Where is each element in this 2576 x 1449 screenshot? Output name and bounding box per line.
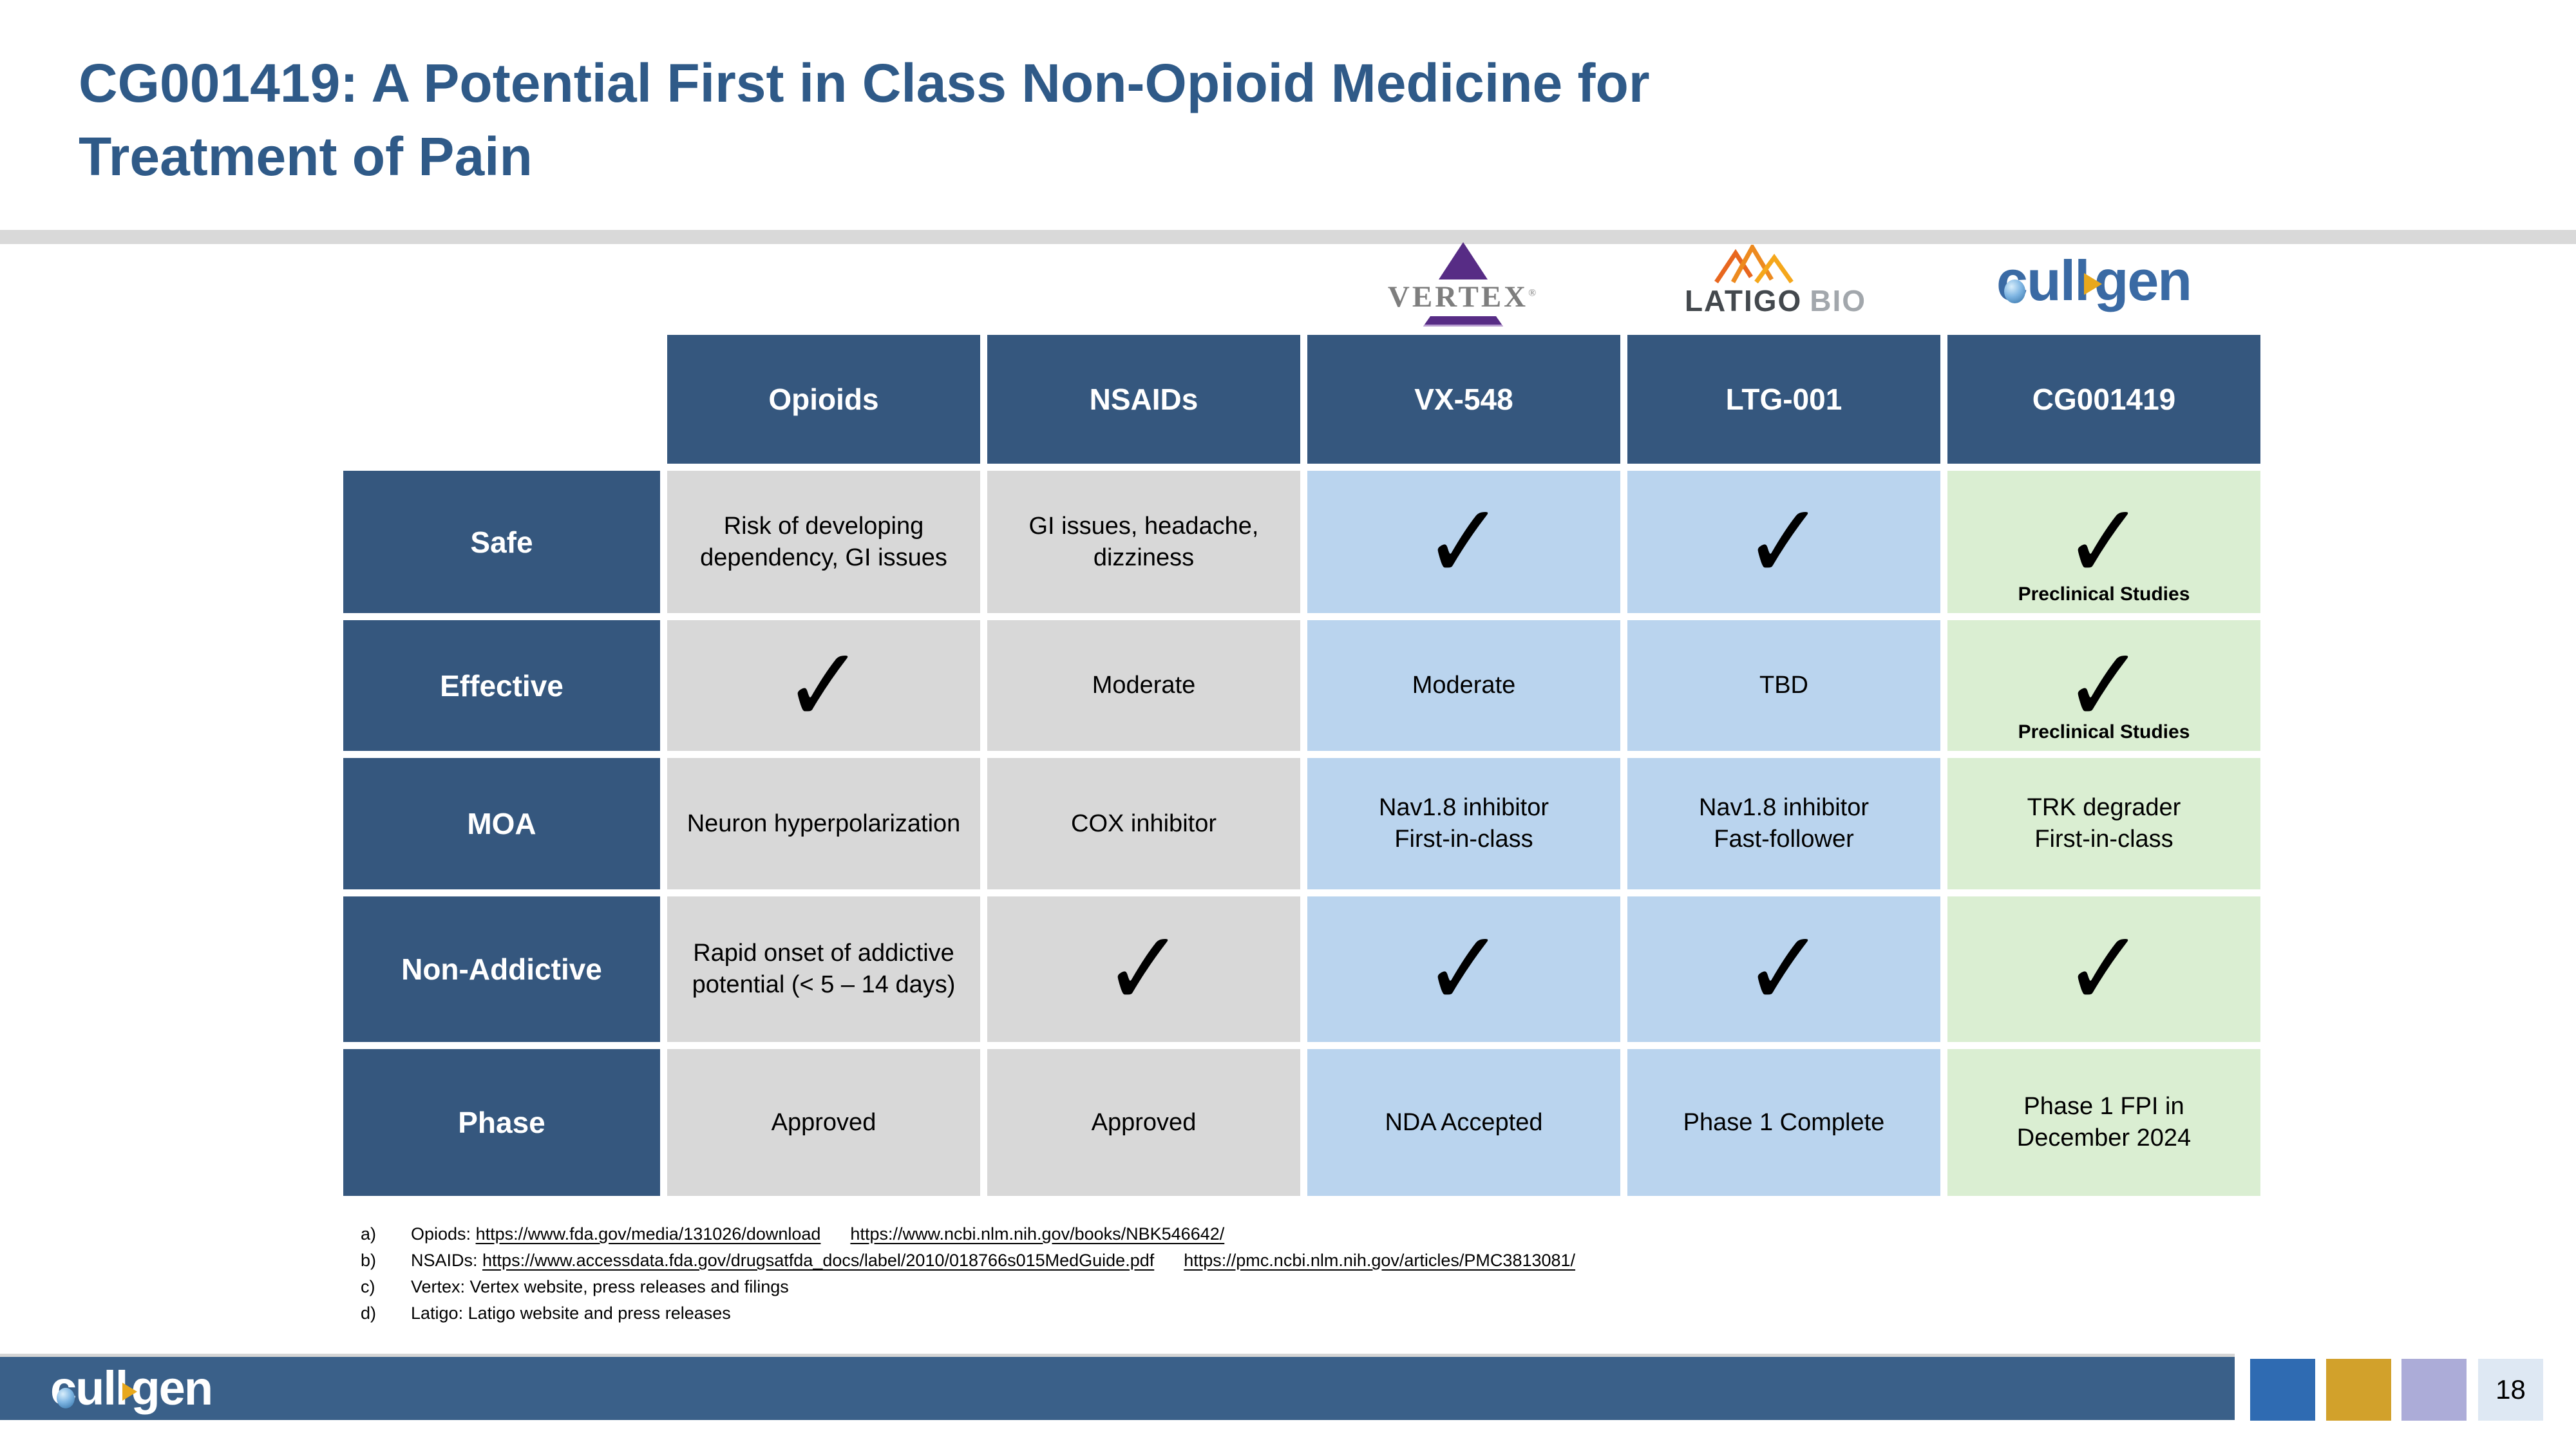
- check-icon: ✓: [783, 625, 864, 746]
- cell-nonaddictive-opioids: Rapid onset of addictive potential (< 5 …: [667, 896, 980, 1042]
- cell-safe-ltg001: ✓: [1627, 471, 1940, 613]
- cullgen-arrow-icon: [2083, 273, 2102, 295]
- column-header-nsaids: NSAIDs: [987, 335, 1300, 464]
- latigo-logo: LATIGO BIO: [1669, 245, 1882, 323]
- check-icon: ✓: [1743, 909, 1824, 1030]
- cell-moa-cg001419: TRK degrader First-in-class: [1947, 758, 2260, 889]
- cell-phase-cg001419: Phase 1 FPI in December 2024: [1947, 1049, 2260, 1196]
- latigo-wordmark: LATIGO BIO: [1685, 285, 1866, 316]
- cell-phase-ltg001: Phase 1 Complete: [1627, 1049, 1940, 1196]
- row-label-effective: Effective: [343, 620, 660, 751]
- cell-effective-opioids: ✓: [667, 620, 980, 751]
- slide-title-line2: Treatment of Pain: [79, 126, 533, 187]
- page-number: 18: [2496, 1374, 2526, 1405]
- column-header-opioids: Opioids: [667, 335, 980, 464]
- vertex-text: VERTEX: [1387, 280, 1529, 314]
- cell-effective-ltg001: TBD: [1627, 620, 1940, 751]
- cullgen-sphere-icon: [57, 1388, 75, 1408]
- registered-mark: ®: [1528, 287, 1539, 299]
- latigo-bio-text: BIO: [1810, 284, 1867, 317]
- footnotes: a) Opiods: https://www.fda.gov/media/131…: [361, 1221, 2228, 1327]
- cell-nonaddictive-vx548: ✓: [1307, 896, 1620, 1042]
- row-label-non-addictive: Non-Addictive: [343, 896, 660, 1042]
- cell-note: Preclinical Studies: [2018, 583, 2190, 605]
- cullgen-text-right: gen: [2094, 249, 2192, 312]
- check-icon: ✓: [1743, 481, 1824, 603]
- cell-phase-vx548: NDA Accepted: [1307, 1049, 1620, 1196]
- cullgen-sphere-icon: [2004, 279, 2025, 303]
- row-label-safe: Safe: [343, 471, 660, 613]
- footer-square-gold: [2326, 1359, 2391, 1421]
- footer-square-lavender: [2401, 1359, 2467, 1421]
- cell-phase-opioids: Approved: [667, 1049, 980, 1196]
- footnote-b: b) NSAIDs: https://www.accessdata.fda.go…: [361, 1251, 1576, 1270]
- row-label-phase: Phase: [343, 1049, 660, 1196]
- column-header-ltg001: LTG-001: [1627, 335, 1940, 464]
- check-icon: ✓: [1423, 909, 1504, 1030]
- footnote-c: c) Vertex: Vertex website, press release…: [361, 1277, 789, 1296]
- page-number-box: 18: [2478, 1359, 2543, 1421]
- cullgen-logo-footer: cullgen: [50, 1365, 213, 1412]
- cell-note: Preclinical Studies: [2018, 721, 2190, 743]
- footnote-link[interactable]: https://www.ncbi.nlm.nih.gov/books/NBK54…: [850, 1224, 1225, 1244]
- check-icon: ✓: [2063, 481, 2145, 603]
- check-icon: ✓: [2063, 909, 2145, 1030]
- row-label-moa: MOA: [343, 758, 660, 889]
- vertex-wordmark: VERTEX®: [1387, 280, 1539, 314]
- cell-safe-opioids: Risk of developing dependency, GI issues: [667, 471, 980, 613]
- cell-effective-cg001419: ✓ Preclinical Studies: [1947, 620, 2260, 751]
- footnote-link[interactable]: https://www.fda.gov/media/131026/downloa…: [475, 1224, 821, 1244]
- footnote-link[interactable]: https://www.accessdata.fda.gov/drugsatfd…: [482, 1251, 1155, 1270]
- check-icon: ✓: [2063, 625, 2145, 746]
- vertex-logo: VERTEX®: [1386, 242, 1540, 327]
- comparison-table: Opioids NSAIDs VX-548 LTG-001 CG001419 S…: [343, 335, 2260, 1196]
- cell-moa-nsaids: COX inhibitor: [987, 758, 1300, 889]
- vertex-base-shape: [1423, 316, 1503, 327]
- cell-nonaddictive-cg001419: ✓: [1947, 896, 2260, 1042]
- latigo-peaks-icon: [1714, 245, 1794, 284]
- footnote-link[interactable]: https://pmc.ncbi.nlm.nih.gov/articles/PM…: [1184, 1251, 1576, 1270]
- latigo-text: LATIGO: [1684, 284, 1803, 317]
- cell-safe-vx548: ✓: [1307, 471, 1620, 613]
- cell-moa-vx548: Nav1.8 inhibitor First-in-class: [1307, 758, 1620, 889]
- footnote-d: d) Latigo: Latigo website and press rele…: [361, 1303, 731, 1323]
- cell-safe-nsaids: GI issues, headache, dizziness: [987, 471, 1300, 613]
- footer-bar: cullgen: [0, 1357, 2235, 1420]
- slide-title: CG001419: A Potential First in Class Non…: [79, 46, 2461, 193]
- cell-safe-cg001419: ✓ Preclinical Studies: [1947, 471, 2260, 613]
- slide-title-line1: CG001419: A Potential First in Class Non…: [79, 53, 1650, 113]
- cell-effective-nsaids: Moderate: [987, 620, 1300, 751]
- footnote-a: a) Opiods: https://www.fda.gov/media/131…: [361, 1224, 1225, 1244]
- column-header-cg001419: CG001419: [1947, 335, 2260, 464]
- cell-nonaddictive-nsaids: ✓: [987, 896, 1300, 1042]
- cell-effective-vx548: Moderate: [1307, 620, 1620, 751]
- column-header-vx548: VX-548: [1307, 335, 1620, 464]
- title-divider: [0, 230, 2576, 244]
- footer-divider: [0, 1354, 2235, 1357]
- cell-nonaddictive-ltg001: ✓: [1627, 896, 1940, 1042]
- cullgen-logo-header: cullgen: [1996, 249, 2192, 312]
- cell-moa-opioids: Neuron hyperpolarization: [667, 758, 980, 889]
- footer-square-blue: [2250, 1359, 2315, 1421]
- cell-phase-nsaids: Approved: [987, 1049, 1300, 1196]
- cullgen-arrow-icon: [122, 1383, 138, 1401]
- cell-moa-ltg001: Nav1.8 inhibitor Fast-follower: [1627, 758, 1940, 889]
- table-corner-cell: [343, 335, 660, 464]
- check-icon: ✓: [1103, 909, 1184, 1030]
- check-icon: ✓: [1423, 481, 1504, 603]
- vertex-triangle-icon: [1439, 242, 1488, 279]
- cullgen-text-right: gen: [131, 1361, 213, 1415]
